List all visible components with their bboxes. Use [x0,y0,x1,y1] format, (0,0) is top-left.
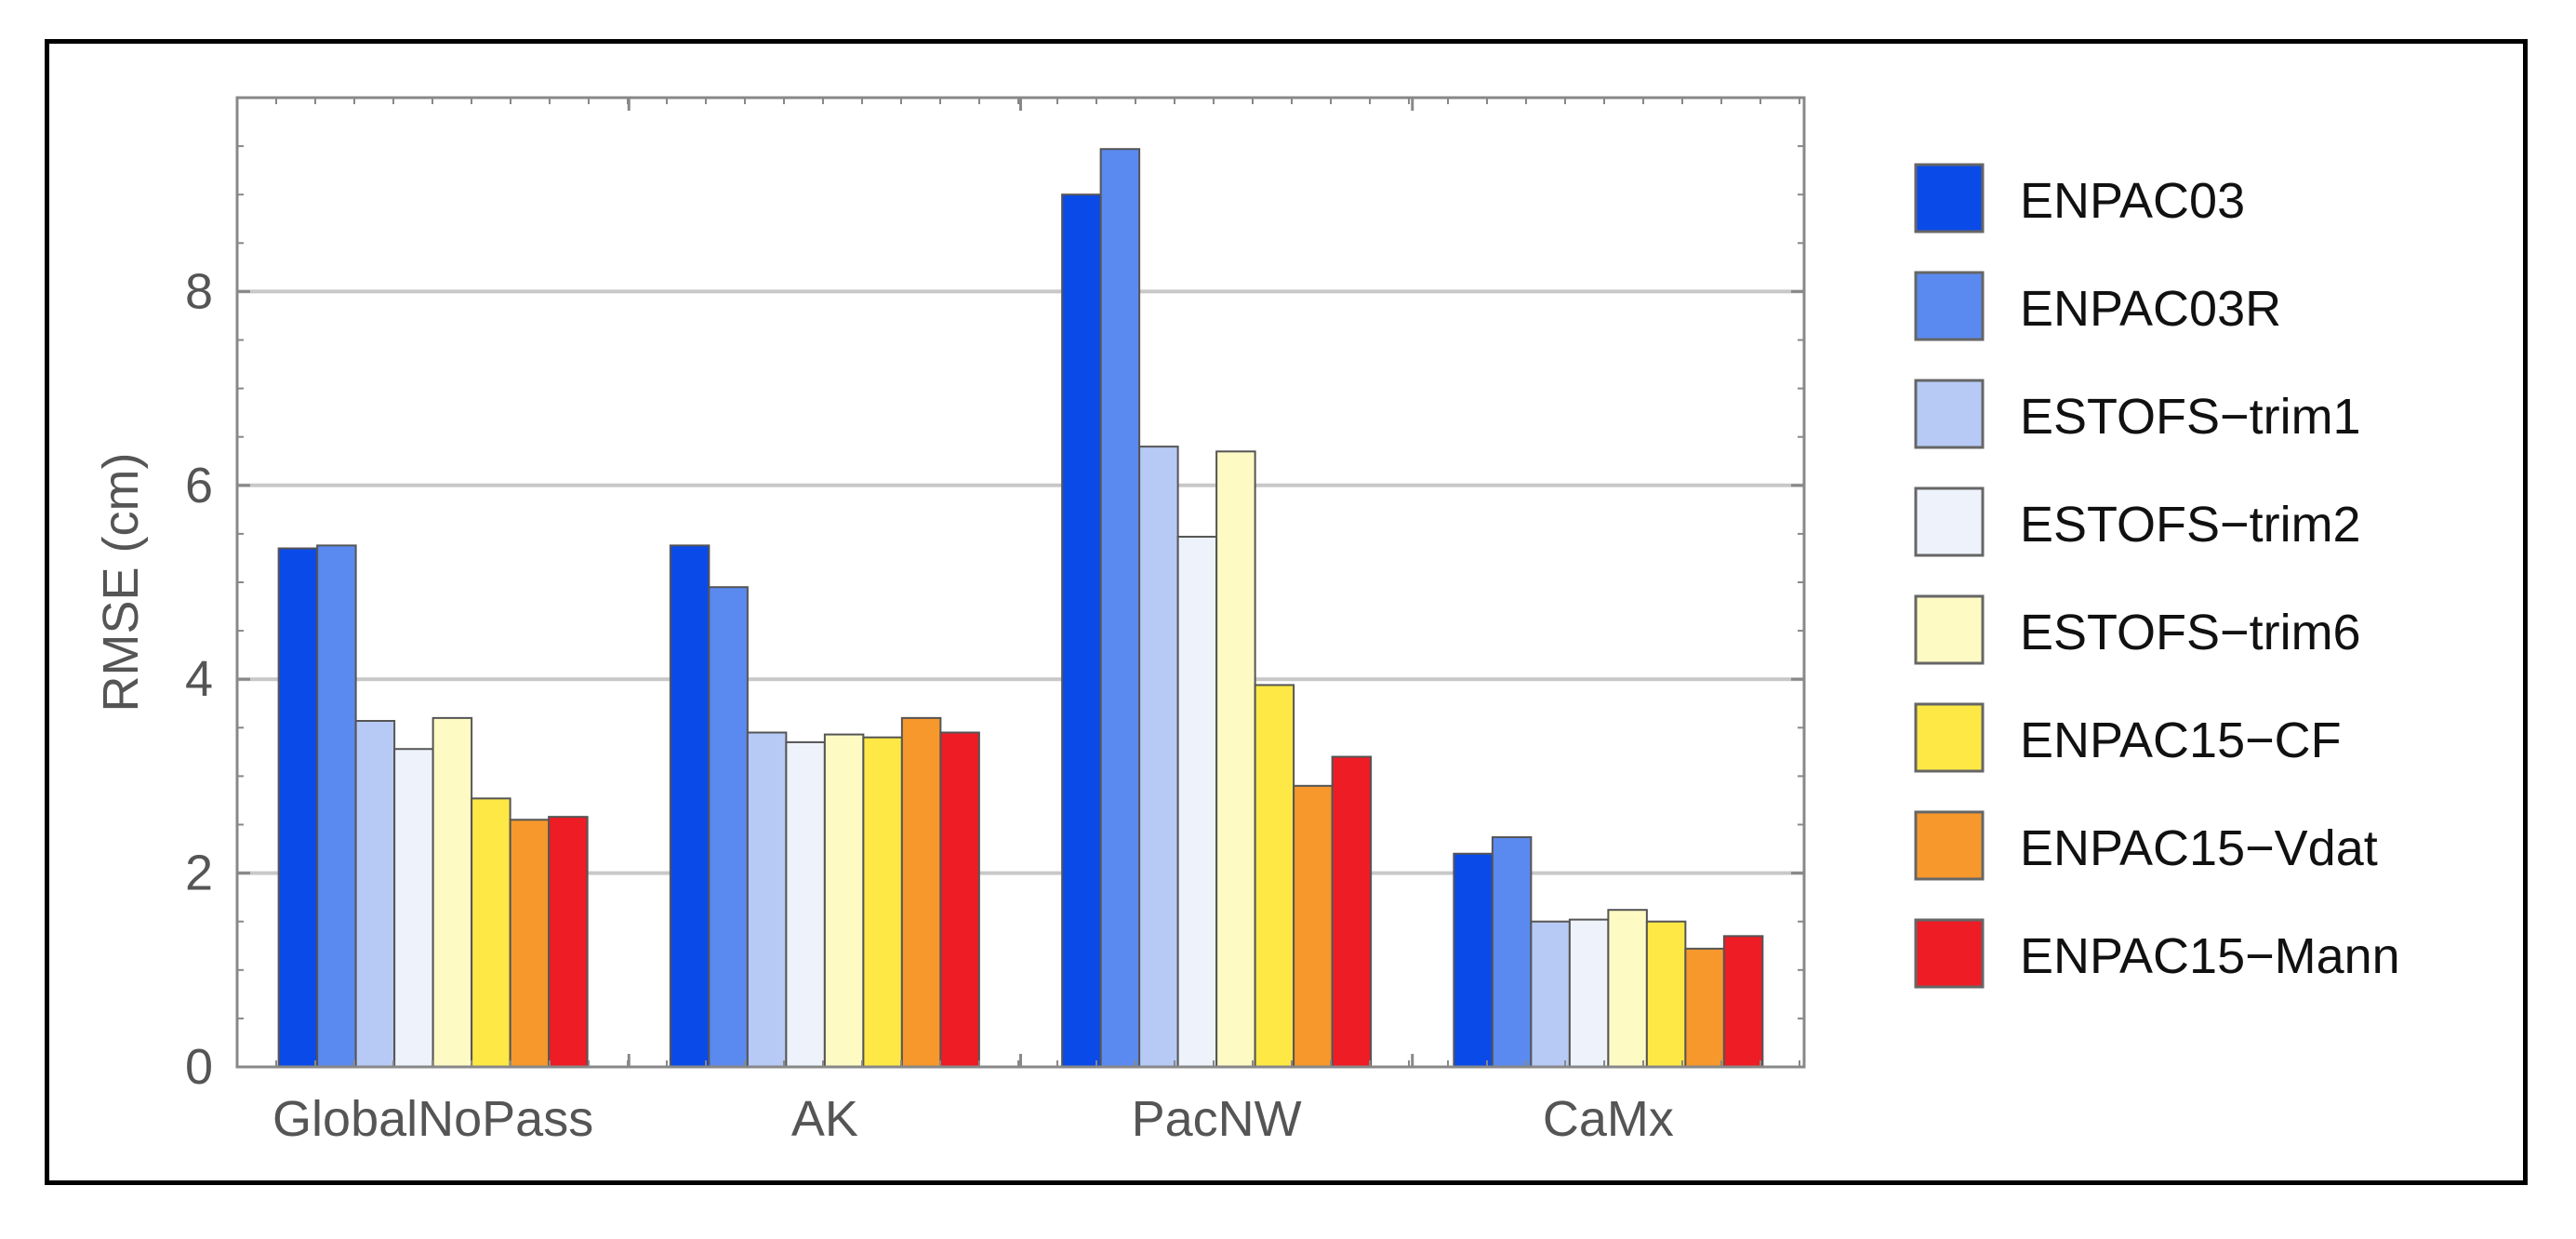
bar-estofs-trim6-ak [823,733,865,1068]
bar-enpac15-cf-globalnopass [471,797,511,1069]
bar-enpac03r-camx [1491,836,1533,1069]
bar-enpac03-ak [669,544,710,1068]
x-tick-labels: GlobalNoPass AK PacNW CaMx [272,1091,1674,1147]
legend: ENPAC03 ENPAC03R ESTOFS−trim1 ESTOFS−trim2 E… [1914,163,2400,989]
bar-enpac15-vdat-ak [900,716,942,1068]
axis-ticks [237,98,1804,1069]
bar-enpac03r-globalnopass [316,544,357,1068]
bar-enpac03r-ak [708,586,749,1068]
bars-group [277,148,1764,1069]
bar-enpac15-mann-ak [939,731,980,1068]
bar-enpac15-vdat-camx [1684,947,1725,1068]
x-tick-label: AK [791,1091,858,1147]
bar-estofs-trim1-ak [746,731,788,1068]
bar-enpac15-mann-pacnw [1331,755,1373,1068]
legend-swatch [1914,918,1985,989]
legend-swatch [1914,271,1985,341]
legend-swatch [1914,379,1985,449]
x-tick-label: CaMx [1543,1091,1674,1147]
legend-label: ENPAC15−Mann [2020,928,2400,984]
legend-swatch [1914,810,1985,881]
bar-estofs-trim2-pacnw [1176,536,1218,1068]
bar-estofs-trim2-ak [785,740,826,1068]
bar-enpac03r-pacnw [1099,148,1141,1068]
legend-label: ENPAC03 [2020,173,2245,229]
legend-label: ESTOFS−trim1 [2020,389,2361,445]
y-tick-label: 6 [185,458,213,513]
bar-estofs-trim1-pacnw [1138,446,1179,1068]
legend-swatch [1914,486,1985,557]
legend-label: ENPAC15−CF [2020,713,2342,768]
bar-enpac03-pacnw [1061,193,1102,1068]
legend-swatch [1914,163,1985,233]
bar-enpac15-mann-globalnopass [548,816,589,1068]
legend-swatch [1914,594,1985,665]
bar-enpac15-cf-ak [862,736,903,1068]
y-tick-label: 4 [185,651,213,707]
bar-enpac15-vdat-globalnopass [509,819,551,1068]
bar-estofs-trim1-globalnopass [354,720,396,1068]
legend-label: ESTOFS−trim6 [2020,605,2361,660]
bar-estofs-trim6-pacnw [1215,450,1256,1068]
bar-enpac15-mann-camx [1722,935,1764,1069]
x-tick-label: PacNW [1132,1091,1302,1147]
legend-label: ENPAC03R [2020,281,2281,337]
bar-enpac15-vdat-pacnw [1293,784,1334,1068]
bar-estofs-trim6-camx [1607,909,1648,1068]
y-axis-title: RMSE (cm) [93,453,149,713]
y-tick-labels: 0 2 4 6 8 [185,263,213,1095]
bar-enpac03-camx [1453,852,1494,1069]
bar-estofs-trim6-globalnopass [432,716,473,1068]
y-tick-label: 0 [185,1039,213,1095]
y-tick-label: 2 [185,846,213,901]
bar-enpac03-globalnopass [277,547,319,1068]
bar-estofs-trim1-camx [1530,920,1571,1069]
x-tick-label: GlobalNoPass [272,1091,593,1147]
bar-estofs-trim2-globalnopass [393,748,434,1068]
bar-estofs-trim2-camx [1568,918,1610,1069]
bar-enpac15-cf-pacnw [1254,684,1295,1069]
y-tick-label: 8 [185,263,213,319]
bar-enpac15-cf-camx [1645,920,1687,1069]
legend-label: ESTOFS−trim2 [2020,497,2361,553]
legend-swatch [1914,702,1985,773]
legend-label: ENPAC15−Vdat [2020,820,2378,876]
